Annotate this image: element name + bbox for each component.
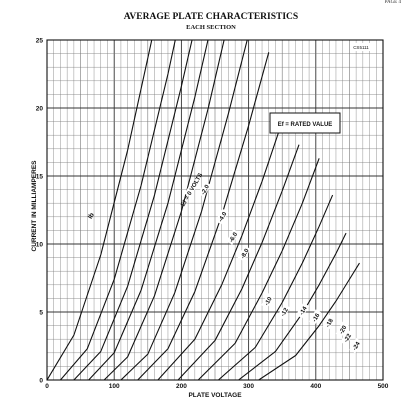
- curve-label: -10: [264, 296, 274, 307]
- curve-label: -6.0: [229, 231, 240, 244]
- curve-label-bg: [349, 337, 363, 354]
- curve-20: [217, 194, 334, 380]
- ib-label: Ib: [87, 212, 96, 221]
- legend-text: Ef = RATED VALUE: [278, 122, 333, 128]
- curve-label-bg: [335, 321, 349, 338]
- curve-4-0: [73, 40, 193, 380]
- curve-label-bg: [340, 329, 354, 346]
- curve-label-bg: [237, 245, 251, 262]
- y-tick-label: 0: [39, 378, 43, 385]
- grid: [46, 39, 384, 381]
- curve-label: -22: [343, 333, 353, 344]
- x-tick-label: 500: [378, 383, 389, 390]
- chart-title: AVERAGE PLATE CHARACTERISTICS: [124, 12, 298, 22]
- curve-label: -8.0: [240, 247, 251, 260]
- curve-label-bg: [322, 314, 336, 331]
- y-tick-label: 25: [36, 38, 44, 45]
- x-tick-label: 0: [45, 383, 49, 390]
- curve-labels: Ef = 0 VOLTS-2.0-4.0-6.0-8.0-10-12 -14-16…: [87, 172, 363, 354]
- curve-2-0: [60, 40, 176, 380]
- x-axis-label: PLATE VOLTAGE: [188, 392, 242, 399]
- curve-label: -18: [325, 318, 335, 329]
- curve-label-bg: [184, 181, 198, 198]
- curves: [47, 40, 360, 380]
- drawing-code-box: [351, 43, 371, 51]
- plot-frame: [46, 39, 384, 381]
- curve-label-bg: [215, 208, 229, 225]
- x-tick-label: 200: [176, 383, 187, 390]
- curve-label: -20: [339, 324, 349, 335]
- curve-label: -4.0: [218, 211, 229, 224]
- y-tick-label: 20: [36, 106, 44, 113]
- curve-14: [157, 121, 283, 380]
- curve-16: [177, 144, 300, 380]
- curve-label-bg: [226, 229, 240, 245]
- tick-labels: 0 100 200 300 400 500 0 5 10 15 20 25: [36, 38, 389, 391]
- legend-box-frame: [269, 112, 341, 134]
- curve-6-0: [88, 40, 209, 380]
- curve-label: -24: [352, 341, 362, 352]
- curve-ef-0-volts: [47, 40, 153, 380]
- curve-label: -2.0: [201, 184, 212, 197]
- y-axis-label: CURRENT IN MILLIAMPERES: [31, 160, 38, 252]
- curve-label: -16: [312, 312, 322, 323]
- y-tick-label: 10: [36, 242, 44, 249]
- curve-label-bg: [261, 293, 275, 309]
- curve-label-bg: [277, 303, 291, 320]
- curve-label: -12: [280, 307, 290, 318]
- legend-box: Ef = RATED VALUE CS5111: [269, 43, 371, 134]
- curve-label-bg: [197, 181, 212, 198]
- chart-subtitle: EACH SECTION: [186, 24, 236, 31]
- x-tick-label: 100: [109, 383, 120, 390]
- drawing-code: CS5111: [353, 45, 369, 50]
- x-tick-label: 300: [243, 383, 254, 390]
- curve-22: [238, 232, 347, 380]
- x-tick-label: 400: [310, 383, 321, 390]
- y-tick-label: 15: [36, 174, 44, 181]
- axes: [46, 39, 384, 381]
- curve-12: [137, 52, 270, 380]
- curve-10: [120, 40, 248, 380]
- curve-8-0: [103, 40, 225, 380]
- curve-label-bg: [308, 309, 322, 326]
- curve-24: [258, 262, 360, 380]
- curve-label-bg: [296, 302, 310, 319]
- sheet-reference: PAGE 4: [384, 0, 401, 5]
- curve-18: [197, 158, 320, 380]
- curve-label: -14: [299, 305, 309, 316]
- y-tick-label: 5: [39, 310, 43, 317]
